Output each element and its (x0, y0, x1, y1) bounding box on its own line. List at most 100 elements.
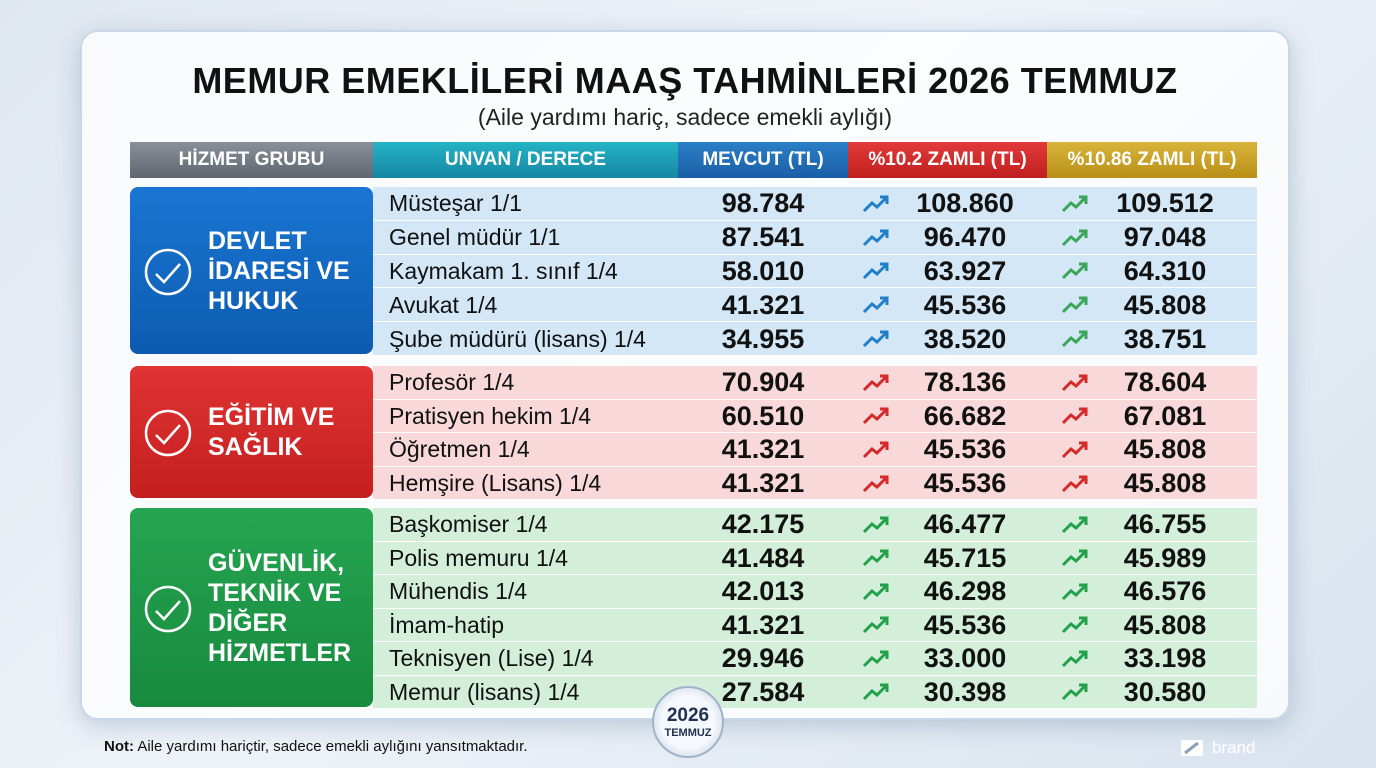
raise-10-86: 45.808 (1123, 468, 1207, 499)
trend-icon (862, 615, 890, 640)
trend-icon (1061, 615, 1089, 640)
raise-10-86: 78.604 (1123, 367, 1207, 398)
raise-10-86: 45.989 (1123, 542, 1207, 573)
note-label: Not: (104, 738, 134, 755)
trend-icon (1061, 649, 1089, 674)
table-row: Hemşire (Lisans) 1/4 41.321 45.536 45.808 (373, 466, 1257, 501)
raise-10-86: 33.198 (1123, 643, 1207, 674)
trend-icon (862, 373, 890, 398)
raise-10-2: 78.136 (923, 367, 1007, 398)
footer-note: Not: Aile yardımı hariçtir, sadece emekl… (104, 738, 528, 755)
raise-10-2: 66.682 (923, 400, 1007, 431)
table-row: Genel müdür 1/1 87.541 96.470 97.048 (373, 220, 1257, 255)
current-salary: 58.010 (721, 255, 805, 286)
trend-icon (862, 515, 890, 540)
title-cell: Kaymakam 1. sınıf 1/4 (389, 257, 618, 284)
column-header: HİZMET GRUBU (130, 142, 373, 178)
raise-10-86: 45.808 (1123, 434, 1207, 465)
title: MEMUR EMEKLİLERİ MAAŞ TAHMİNLERİ 2026 TE… (192, 60, 1178, 101)
trend-icon (1061, 228, 1089, 253)
raise-10-2: 38.520 (923, 323, 1007, 354)
title-cell: Başkomiser 1/4 (389, 511, 548, 538)
trend-icon (862, 649, 890, 674)
current-salary: 27.584 (721, 676, 805, 707)
current-salary: 41.484 (721, 542, 805, 573)
title-cell: Profesör 1/4 (389, 369, 515, 396)
group-name: DEVLET İDARESİ VE HUKUK (208, 226, 350, 315)
trend-icon (862, 548, 890, 573)
group-icon (144, 585, 192, 632)
raise-10-2: 30.398 (923, 676, 1007, 707)
group-name: GÜVENLİK, TEKNİK VE DİĞER HİZMETLER (208, 548, 352, 667)
brand-logo (1181, 740, 1203, 756)
title-cell: Şube müdürü (lisans) 1/4 (389, 325, 646, 352)
trend-icon (1061, 440, 1089, 465)
trend-icon (1061, 682, 1089, 707)
table-row: Memur (lisans) 1/4 27.584 30.398 30.580 (373, 675, 1257, 709)
brand-name: brand (1212, 738, 1256, 757)
current-salary: 87.541 (721, 222, 805, 253)
table-row: Kaymakam 1. sınıf 1/4 58.010 63.927 64.310 (373, 254, 1257, 289)
raise-10-2: 45.536 (923, 434, 1007, 465)
current-salary: 29.946 (721, 643, 805, 674)
trend-icon (862, 261, 890, 286)
raise-10-2: 96.470 (923, 222, 1007, 253)
title-cell: Polis memuru 1/4 (389, 544, 568, 571)
table-row: Başkomiser 1/4 42.175 46.477 46.755 (373, 508, 1257, 542)
table-row: Avukat 1/4 41.321 45.536 45.808 (373, 288, 1257, 323)
current-salary: 70.904 (721, 367, 805, 398)
column-header: %10.2 ZAMLI (TL) (848, 142, 1047, 178)
column-header: MEVCUT (TL) (678, 142, 848, 178)
title-cell: Müsteşar 1/1 (389, 190, 522, 217)
title-cell: Hemşire (Lisans) 1/4 (389, 470, 602, 497)
title-cell: Mühendis 1/4 (389, 578, 528, 605)
current-salary: 98.784 (721, 188, 805, 219)
trend-icon (1061, 194, 1089, 219)
table-row: Teknisyen (Lise) 1/4 29.946 33.000 33.198 (373, 642, 1257, 676)
title-cell: İmam-hatip (389, 611, 505, 638)
table-row: Müsteşar 1/1 98.784 108.860 109.512 (373, 187, 1257, 221)
title-cell: Öğretmen 1/4 (389, 436, 530, 463)
raise-10-2: 45.715 (923, 542, 1007, 573)
table-row: Öğretmen 1/4 41.321 45.536 45.808 (373, 433, 1257, 467)
current-salary: 41.321 (721, 468, 805, 499)
badge-year: 2026 (666, 705, 710, 726)
raise-10-2: 46.477 (923, 509, 1007, 540)
current-salary: 42.013 (721, 576, 805, 607)
raise-10-86: 109.512 (1116, 188, 1214, 219)
trend-icon (862, 582, 890, 607)
group-icon (144, 248, 192, 295)
current-salary: 42.175 (721, 509, 805, 540)
note-text: Aile yardımı hariçtir, sadece emekli ayl… (137, 738, 528, 755)
title-cell: Genel müdür 1/1 (389, 224, 561, 251)
brand: brand (1180, 738, 1255, 758)
badge-month: TEMMUZ (664, 727, 712, 739)
raise-10-2: 45.536 (923, 468, 1007, 499)
trend-icon (1061, 474, 1089, 499)
group-label: EĞİTİM VE SAĞLIK (130, 366, 373, 499)
trend-icon (1061, 515, 1089, 540)
raise-10-86: 45.808 (1123, 289, 1207, 320)
raise-10-2: 46.298 (923, 576, 1007, 607)
trend-icon (862, 474, 890, 499)
date-badge: 2026 TEMMUZ (652, 686, 724, 758)
raise-10-2: 45.536 (923, 289, 1007, 320)
raise-10-2: 108.860 (916, 188, 1014, 219)
raise-10-86: 38.751 (1123, 323, 1207, 354)
raise-10-86: 97.048 (1123, 222, 1207, 253)
trend-icon (1061, 548, 1089, 573)
group-label: DEVLET İDARESİ VE HUKUK (130, 187, 373, 354)
current-salary: 60.510 (721, 400, 805, 431)
group-name: EĞİTİM VE SAĞLIK (208, 403, 335, 462)
raise-10-2: 45.536 (923, 609, 1007, 640)
current-salary: 41.321 (721, 609, 805, 640)
title-cell: Memur (lisans) 1/4 (389, 678, 580, 705)
raise-10-86: 67.081 (1123, 400, 1207, 431)
current-salary: 34.955 (721, 323, 805, 354)
title-cell: Avukat 1/4 (389, 291, 498, 318)
table-row: İmam-hatip 41.321 45.536 45.808 (373, 608, 1257, 642)
current-salary: 41.321 (721, 434, 805, 465)
table-row: Polis memuru 1/4 41.484 45.715 45.989 (373, 541, 1257, 575)
title-cell: Pratisyen hekim 1/4 (389, 402, 591, 429)
